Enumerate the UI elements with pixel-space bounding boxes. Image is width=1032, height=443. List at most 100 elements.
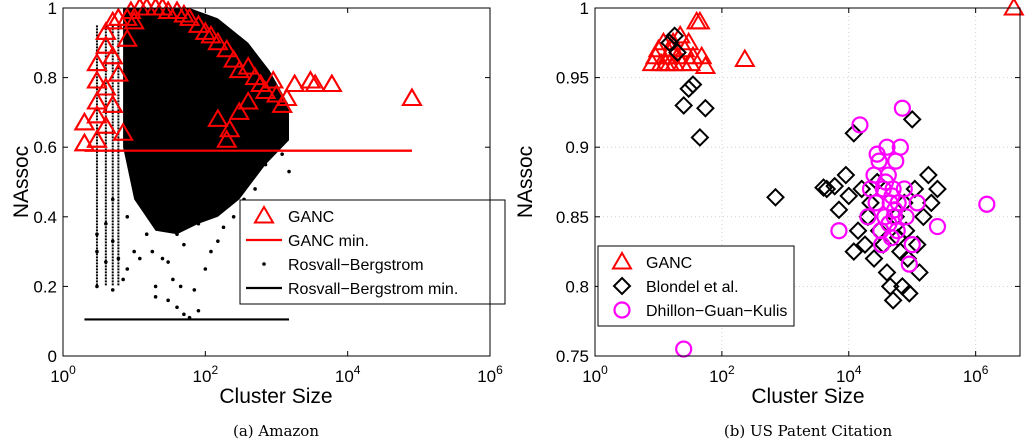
data-point (228, 59, 251, 79)
data-point (690, 128, 710, 147)
data-point (886, 201, 904, 219)
legend-label: GANC (288, 209, 334, 226)
data-point (187, 14, 210, 33)
x-tick-label: 106 (963, 363, 989, 386)
data-point (151, 0, 174, 16)
data-point (95, 35, 117, 54)
data-point (237, 56, 259, 75)
data-point (107, 63, 130, 82)
rb-dense-cloud (123, 8, 289, 235)
data-point (222, 49, 245, 68)
x-tick-label: 100 (582, 363, 608, 386)
legend-label: Blondel et al. (646, 279, 739, 296)
data-point (880, 215, 898, 233)
data-point (203, 267, 208, 271)
y-tick-label: 0.6 (33, 138, 57, 157)
data-point (829, 200, 849, 220)
data-point (178, 284, 183, 289)
data-point (283, 73, 306, 93)
data-point (677, 31, 700, 51)
data-point (192, 288, 197, 292)
data-point (178, 7, 201, 26)
data-point (613, 301, 631, 319)
data-point (102, 10, 124, 30)
data-point (123, 10, 145, 30)
y-tick-label: 1 (580, 0, 589, 18)
data-point (839, 186, 859, 206)
data-point (86, 52, 108, 72)
data-point (851, 116, 869, 134)
data-point (95, 284, 99, 289)
data-point (611, 251, 633, 270)
y-axis-label: NAssoc (10, 146, 33, 218)
data-point (86, 104, 108, 124)
data-point (848, 221, 868, 241)
y-tick-label: 0.8 (565, 277, 589, 296)
y-tick-label: 0.95 (556, 69, 589, 88)
x-tick-label: 102 (709, 363, 735, 386)
data-point (321, 73, 343, 93)
data-point (196, 308, 201, 313)
data-point (110, 288, 115, 292)
data-point (844, 242, 864, 262)
data-point (221, 225, 226, 230)
data-point (900, 255, 918, 273)
data-point (102, 94, 124, 113)
data-point (304, 73, 326, 93)
data-point (766, 187, 785, 207)
data-point (836, 165, 856, 185)
data-point (121, 277, 125, 282)
data-point (200, 24, 222, 44)
x-axis-label: Cluster Size (219, 385, 332, 408)
data-point (253, 205, 275, 224)
data-point (674, 96, 694, 115)
y-tick-label: 1 (48, 0, 57, 18)
data-point (660, 33, 680, 53)
data-point (864, 249, 884, 268)
data-point (287, 169, 291, 174)
data-point (144, 232, 149, 236)
data-point (893, 99, 911, 117)
data-point (125, 215, 130, 219)
data-marks (73, 0, 423, 321)
x-tick-label: 100 (50, 363, 76, 386)
data-point (928, 217, 947, 236)
data-point (665, 26, 685, 46)
data-point (899, 283, 919, 303)
data-point (150, 249, 155, 254)
axis-ticks: 0.75 0.8 0.85 0.9 0.95 1 100 102 104 106 (556, 0, 1020, 386)
data-point (859, 208, 877, 226)
data-point (253, 187, 257, 191)
data-point (830, 222, 848, 240)
data-point (695, 98, 715, 118)
data-point (870, 152, 888, 170)
data-marks (641, 0, 1025, 358)
data-point (903, 236, 921, 254)
data-point (95, 21, 117, 40)
y-tick-label: 0.2 (33, 277, 57, 296)
data-point (216, 38, 238, 58)
data-point (102, 45, 124, 65)
y-tick-label: 0.4 (33, 208, 57, 227)
data-point (825, 176, 845, 196)
data-point (401, 87, 423, 106)
data-point (86, 70, 108, 89)
data-point (209, 249, 213, 254)
data-point (694, 55, 717, 74)
legend-label: Rosvall−Bergstrom (288, 257, 424, 274)
data-point (891, 138, 909, 156)
data-point (612, 276, 632, 296)
data-point (86, 129, 108, 148)
legend-label: Dhillon−Guan−Kulis (646, 303, 787, 320)
data-point (132, 249, 136, 254)
legend-label: GANC (646, 255, 692, 272)
y-axis-label: NAssoc (514, 146, 537, 218)
data-point (883, 290, 903, 310)
data-point (683, 75, 703, 94)
data-point (280, 152, 284, 156)
data-point (1003, 0, 1025, 16)
data-point (905, 179, 925, 199)
data-point (194, 21, 217, 40)
data-point (231, 215, 236, 219)
